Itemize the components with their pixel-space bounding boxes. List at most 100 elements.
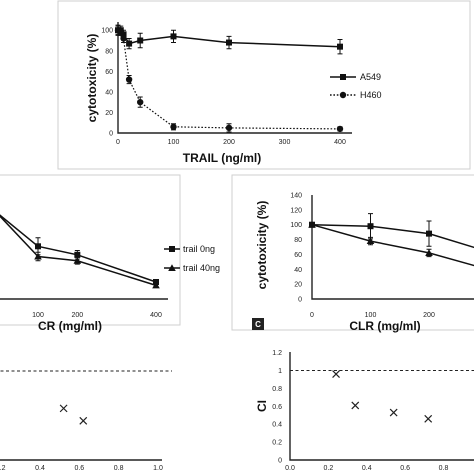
panel-e-point-2 (389, 408, 398, 417)
panel-c-y-title: cytotoxicity (%) (255, 201, 269, 290)
panel-a-series-1-point-7 (336, 125, 344, 133)
panel-c-ytick-7: 140 (290, 193, 302, 200)
panel-a-axes (117, 22, 352, 134)
panel-a-series-1-point-5 (170, 123, 177, 131)
panel-b-series-0-point-2 (74, 251, 81, 258)
panel-e-ytick-6: 1.2 (272, 350, 282, 357)
panel-e-ytick-1: 0.2 (272, 440, 282, 447)
panel-e-ytick-5: 1 (278, 368, 282, 375)
panel-c-xtick-1: 100 (365, 312, 377, 319)
panel-b-series-1-line (0, 215, 157, 287)
panel-d-xtick-2: 0.6 (74, 465, 84, 472)
panel-e-xtick-3: 0.6 (400, 465, 410, 472)
panel-c-xtick-0: 0 (310, 312, 314, 319)
panel-a-frame (57, 0, 471, 170)
panel-b-x-title: CR (mg/ml) (38, 319, 102, 333)
panel-b-series-0-point-1 (35, 243, 41, 250)
panel-a-legend-marker-1 (339, 91, 347, 99)
panel-d-chart: 0.2 0.4 0.6 0.8 1.0 (0, 370, 172, 472)
panel-a-xtick-1: 100 (168, 139, 180, 146)
panel-c-ytick-1: 20 (294, 282, 302, 289)
panel-a-chart: 0 20 40 60 80 100 0 100 200 300 400 A549 H460 cyto… (85, 22, 382, 165)
panel-c-label-box (252, 318, 264, 330)
panel-a-ytick-5: 100 (101, 28, 113, 35)
panel-b-xtick-2: 400 (150, 312, 162, 319)
panel-c-ytick-4: 80 (294, 237, 302, 244)
panel-d-point-2 (59, 404, 68, 413)
panel-e-ytick-4: 0.8 (272, 386, 282, 393)
panel-e-ytick-3: 0.6 (272, 404, 282, 411)
panel-a-ytick-1: 20 (105, 110, 113, 117)
panel-a-ytick-4: 80 (105, 48, 113, 55)
panel-c-ytick-5: 100 (290, 222, 302, 229)
panel-a-series-0-point-6 (226, 39, 232, 46)
panel-e-point-1 (351, 401, 360, 410)
panel-b-legend-marker-1 (168, 264, 176, 271)
panel-c-ytick-3: 60 (294, 252, 302, 259)
panel-e-xtick-0: 0.0 (285, 465, 295, 472)
panel-e-ytick-0: 0 (278, 458, 282, 465)
panel-d-xtick-3: 0.8 (114, 465, 124, 472)
panel-e-y-title: CI (255, 400, 269, 412)
panel-a-series-1-point-2 (120, 35, 127, 42)
panel-e-xtick-4: 0.8 (439, 465, 449, 472)
panel-a-series-0-point-3 (126, 40, 133, 47)
panel-b-series-0-line (0, 214, 157, 283)
panel-c-axes (311, 195, 474, 300)
panel-c-ytick-2: 40 (294, 267, 302, 274)
panel-a-ytick-3: 60 (105, 69, 113, 76)
panel-e-chart: 0 0.2 0.4 0.6 0.8 1 1.2 0.0 0.2 0.4 0.6 0.8 CI (255, 350, 474, 472)
panel-a-series-1-point-6 (225, 124, 233, 132)
panel-e-point-0 (332, 370, 340, 379)
panel-d-xtick-4: 1.0 (153, 465, 163, 472)
panel-c-series-0-line (311, 223, 474, 249)
panel-b-frame (0, 174, 181, 326)
panel-c-series-0-point-2 (426, 230, 432, 237)
panel-a-series-0-point-7 (337, 43, 343, 50)
panel-a-y-title: cytotoxicity (%) (85, 34, 99, 123)
panel-e-xtick-2: 0.4 (362, 465, 372, 472)
panel-a-series-0-point-4 (137, 37, 144, 44)
panel-a-series-0-point-5 (170, 33, 177, 40)
panel-c-series-1-point-0 (308, 220, 316, 228)
panel-c-frame (231, 174, 474, 331)
panel-c-x-title: CLR (mg/ml) (349, 319, 420, 333)
panel-a-series-1-point-3 (125, 76, 133, 83)
panel-e-axes (289, 352, 474, 461)
panel-d-point-3 (79, 416, 88, 425)
panel-c-ytick-6: 120 (290, 207, 302, 214)
panel-b-chart: 100 200 400 trail 0ng trail 40ng CR (mg/ml) (0, 214, 220, 333)
panel-b-xtick-0: 100 (32, 312, 44, 319)
panel-c-xtick-2: 200 (423, 312, 435, 319)
panel-c-ytick-0: 0 (298, 297, 302, 304)
panel-a-xtick-2: 200 (223, 139, 235, 146)
panel-c-series-0-point-1 (367, 223, 374, 230)
panel-a-legend-label-0: A549 (360, 72, 381, 82)
panel-a-legend-label-1: H460 (360, 90, 382, 100)
panel-b-legend-marker-0 (169, 246, 175, 252)
panel-c-series-1-point-2 (425, 249, 433, 256)
panel-c-chart: 0 20 40 60 80 100 120 140 0 100 200 cytotoxicity … (252, 193, 474, 333)
panel-b-legend-label-1: trail 40ng (183, 263, 220, 273)
panel-a-x-title: TRAIL (ng/ml) (183, 151, 261, 165)
panel-e-point-3 (424, 414, 433, 423)
panel-e-xtick-1: 0.2 (324, 465, 334, 472)
panel-a-xtick-4: 400 (334, 139, 346, 146)
panel-c-series-1-line (311, 223, 474, 267)
panel-a-xtick-0: 0 (116, 139, 120, 146)
panel-e-ytick-2: 0.4 (272, 422, 282, 429)
panel-b-series-1-point-3 (152, 281, 160, 289)
panel-a-xtick-3: 300 (279, 139, 291, 146)
panel-b-legend-label-0: trail 0ng (183, 244, 215, 254)
panel-b-series-1-point-1 (34, 252, 42, 260)
panel-a-legend-marker-0 (340, 74, 346, 80)
panel-a-series-1-point-4 (137, 98, 144, 106)
panel-c-series-1-point-1 (366, 237, 375, 245)
panel-b-xtick-1: 200 (71, 312, 83, 319)
panel-c-label: C (255, 320, 261, 329)
panel-a-ytick-2: 40 (105, 89, 113, 96)
panel-d-xtick-1: 0.4 (35, 465, 45, 472)
panel-b-series-1-point-2 (73, 256, 82, 264)
panel-a-ytick-0: 0 (109, 131, 113, 138)
